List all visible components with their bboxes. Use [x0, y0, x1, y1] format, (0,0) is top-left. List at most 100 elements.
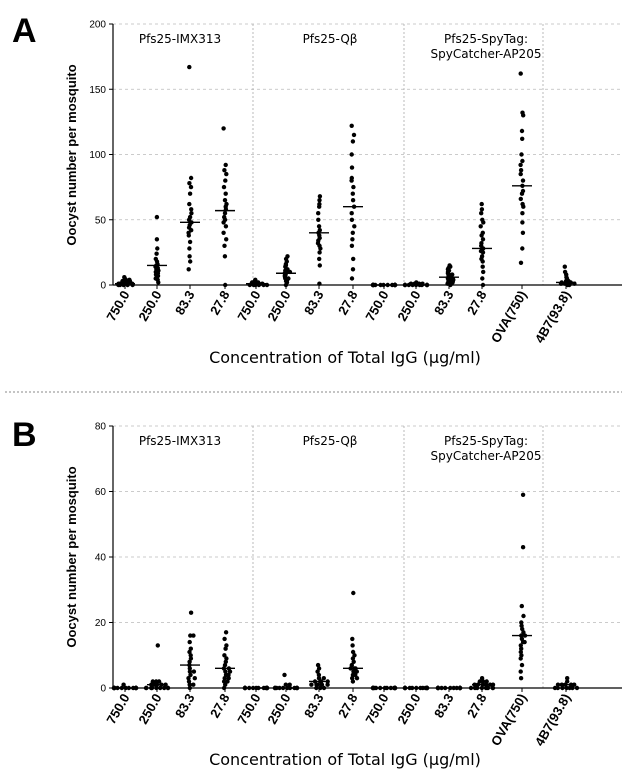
data-point [222, 636, 227, 642]
data-point [351, 132, 357, 138]
data-point [520, 230, 526, 235]
data-point [242, 685, 248, 691]
data-point [565, 676, 570, 681]
data-point [189, 207, 194, 212]
y-tick-label: 0 [100, 281, 106, 292]
x-tick-label: 83.3 [172, 288, 198, 317]
x-tick-label: 250.0 [135, 691, 164, 727]
x-axis-label: Concentration of Total IgG (μg/ml) [209, 348, 481, 367]
data-point [414, 280, 419, 285]
data-point [570, 685, 575, 691]
data-point [264, 685, 270, 691]
data-point [565, 679, 570, 684]
x-tick-label: 83.3 [172, 691, 198, 720]
data-point [223, 191, 228, 196]
data-point [316, 211, 321, 216]
data-point [350, 139, 356, 144]
group-label: Pfs25-IMX313 [139, 434, 221, 448]
data-point [317, 281, 322, 286]
data-point [490, 682, 496, 687]
data-point [287, 682, 292, 687]
x-tick-label: 27.8 [335, 288, 361, 317]
data-point [479, 211, 484, 216]
data-point [120, 278, 125, 284]
x-tick-label: 250.0 [394, 288, 423, 324]
data-point [272, 685, 278, 691]
group-label: Pfs25-Qβ [303, 32, 358, 46]
data-point [222, 198, 228, 203]
data-point [478, 248, 484, 254]
data-point [481, 679, 486, 684]
data-point [477, 679, 482, 684]
y-tick-label: 100 [89, 150, 106, 161]
data-point [480, 264, 485, 269]
x-tick-label: 250.0 [264, 691, 293, 727]
data-point [518, 162, 523, 168]
data-point [158, 685, 163, 691]
data-point [315, 241, 321, 246]
data-point [574, 685, 580, 691]
data-point [350, 649, 356, 655]
data-point [519, 636, 525, 642]
data-point [352, 653, 357, 658]
x-tick-label: 750.0 [103, 288, 132, 324]
data-point [253, 277, 258, 282]
data-point [321, 685, 327, 691]
data-point [321, 676, 326, 681]
data-point [519, 653, 524, 658]
data-point [188, 633, 193, 638]
data-point [286, 276, 291, 281]
data-point [350, 267, 356, 272]
data-point [155, 246, 160, 251]
data-point [188, 175, 194, 181]
data-point [187, 64, 192, 70]
data-point [223, 659, 228, 664]
data-point [318, 685, 323, 691]
data-point [484, 679, 489, 684]
data-point [350, 679, 356, 684]
data-point [520, 158, 525, 164]
data-point [192, 676, 197, 681]
data-point [317, 198, 322, 203]
data-point [187, 246, 192, 251]
data-point [222, 211, 228, 216]
x-tick-label: 4B7(93.8) [532, 288, 574, 346]
data-point [450, 280, 455, 285]
data-point [224, 237, 229, 242]
data-point [350, 636, 355, 642]
data-point [153, 256, 158, 262]
data-point [315, 662, 321, 668]
data-point [317, 228, 322, 233]
data-point [223, 224, 229, 229]
data-point [325, 682, 330, 687]
data-point [349, 123, 354, 128]
data-point [222, 254, 228, 259]
data-point [480, 237, 486, 242]
data-point [350, 198, 356, 203]
data-point [316, 666, 322, 671]
data-point [187, 659, 192, 664]
data-point [122, 275, 127, 280]
data-point [221, 685, 227, 691]
data-point [223, 646, 228, 651]
data-point [189, 211, 194, 216]
data-point [221, 126, 226, 131]
data-point [349, 175, 354, 181]
data-point [222, 243, 227, 248]
data-point [143, 685, 149, 691]
x-tick-label: OVA(750) [488, 691, 530, 748]
data-point [316, 217, 321, 222]
data-point [522, 639, 527, 645]
data-point [317, 256, 322, 262]
data-point [156, 679, 162, 684]
data-point [121, 682, 126, 687]
group-label: Pfs25-Qβ [303, 434, 358, 448]
data-point [317, 194, 323, 199]
data-point [223, 630, 229, 635]
y-tick-label: 20 [95, 618, 107, 629]
data-point [187, 254, 192, 259]
data-point [520, 246, 525, 251]
data-point [188, 653, 193, 658]
data-point [224, 171, 229, 177]
data-point [518, 649, 523, 655]
